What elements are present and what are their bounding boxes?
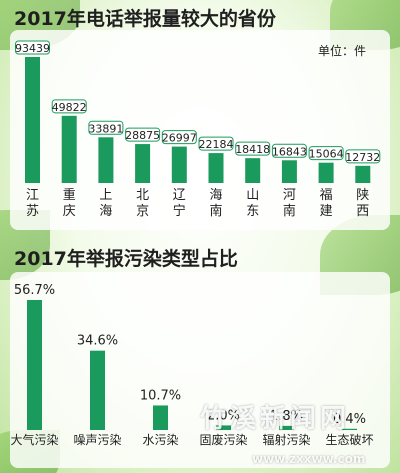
chart1-bar xyxy=(355,165,371,183)
chart2-category-label: 固废污染 xyxy=(199,432,247,447)
chart1-value-label: 16843 xyxy=(272,145,307,158)
chart1-value-label-box xyxy=(345,149,381,164)
chart1-value-label-box xyxy=(125,127,161,142)
chart1-category-label: 建 xyxy=(320,204,333,219)
chart2-category-label: 生态破坏 xyxy=(325,432,373,447)
chart1-category-label: 西 xyxy=(356,204,369,219)
chart1-value-label-box xyxy=(235,141,271,156)
chart2-value-label: 0.4% xyxy=(333,412,366,427)
chart1-category-label: 海 xyxy=(209,188,222,203)
chart1-value-label: 26997 xyxy=(162,132,197,145)
chart1-category-label: 海 xyxy=(99,204,112,219)
chart1-bar xyxy=(171,146,187,183)
chart1-value-label-box xyxy=(271,143,307,158)
chart2-category-label: 噪声污染 xyxy=(73,432,121,447)
chart2-bar xyxy=(90,350,105,430)
chart2-title: 2017年举报污染类型占比 xyxy=(14,248,238,270)
chart1-value-label-box xyxy=(51,99,87,114)
chart1-category-label: 京 xyxy=(136,204,149,219)
chart2-panel xyxy=(10,272,390,468)
chart1-unit-label: 单位：件 xyxy=(318,44,367,58)
chart1-bar xyxy=(61,115,77,183)
chart1-category-label: 福 xyxy=(320,188,333,203)
watermark-url: www.zxxww.com xyxy=(252,452,366,466)
chart1-category-label: 上 xyxy=(99,188,112,203)
chart1-bar xyxy=(318,162,334,183)
chart1-value-label-box xyxy=(15,40,50,55)
chart1-value-label: 18418 xyxy=(235,143,270,156)
chart1-category-label: 南 xyxy=(209,203,222,219)
chart1-category-label: 东 xyxy=(246,204,259,219)
chart1-category-label: 江 xyxy=(26,188,39,203)
chart2-bar xyxy=(153,405,168,430)
chart2-bar xyxy=(216,425,231,430)
chart1-value-label: 15064 xyxy=(309,148,344,161)
chart1-category-label: 苏 xyxy=(26,203,39,219)
chart1-bar xyxy=(281,160,297,183)
chart1-category-label: 辽 xyxy=(173,188,186,203)
chart1-bar xyxy=(135,144,151,183)
chart1-value-label: 33891 xyxy=(88,122,123,135)
chart1-bar xyxy=(208,153,224,183)
chart1-category-label: 庆 xyxy=(63,204,76,219)
chart1-category-label: 河 xyxy=(283,188,296,203)
chart1-category-label: 南 xyxy=(283,203,296,219)
chart1-category-label: 北 xyxy=(136,188,149,203)
chart2-bar xyxy=(342,428,357,430)
chart2-value-label: 34.6% xyxy=(77,334,118,349)
chart1-category-label: 重 xyxy=(63,187,76,203)
chart1-category-label: 宁 xyxy=(173,203,186,219)
chart1-value-label: 28875 xyxy=(125,129,160,142)
chart1-plot: 93439江苏49822重庆33891上海28875北京26997辽宁22184… xyxy=(15,40,381,219)
chart1-value-label-box xyxy=(308,146,344,161)
chart1-value-label: 12732 xyxy=(345,151,380,164)
chart2-category-label: 大气污染 xyxy=(10,432,58,447)
chart1-value-label-box xyxy=(198,136,234,151)
chart2-value-label: 1.8% xyxy=(270,409,303,424)
chart1-value-label-box xyxy=(161,130,197,145)
chart1-bar xyxy=(25,57,40,183)
chart1-title: 2017年电话举报量较大的省份 xyxy=(14,8,276,30)
chart1-value-label: 22184 xyxy=(199,138,234,151)
chart2-bar xyxy=(27,300,42,430)
chart1-value-label: 49822 xyxy=(52,101,87,114)
chart1-bar xyxy=(245,158,261,183)
chart1-category-label: 山 xyxy=(246,188,259,203)
chart2-value-label: 10.7% xyxy=(140,388,181,403)
chart2-value-label: 2.0% xyxy=(207,408,240,423)
chart2-category-label: 辐射污染 xyxy=(262,432,310,447)
chart1-value-label: 93439 xyxy=(15,42,50,55)
chart2-category-label: 水污染 xyxy=(142,432,178,447)
chart1-category-label: 陕 xyxy=(356,188,369,203)
chart2-value-label: 56.7% xyxy=(14,283,55,298)
watermark-logo: 竹溪新闻网 xyxy=(200,404,351,434)
chart2-bar xyxy=(279,425,294,430)
chart1-value-label-box xyxy=(88,120,124,135)
chart1-bar xyxy=(98,137,114,183)
